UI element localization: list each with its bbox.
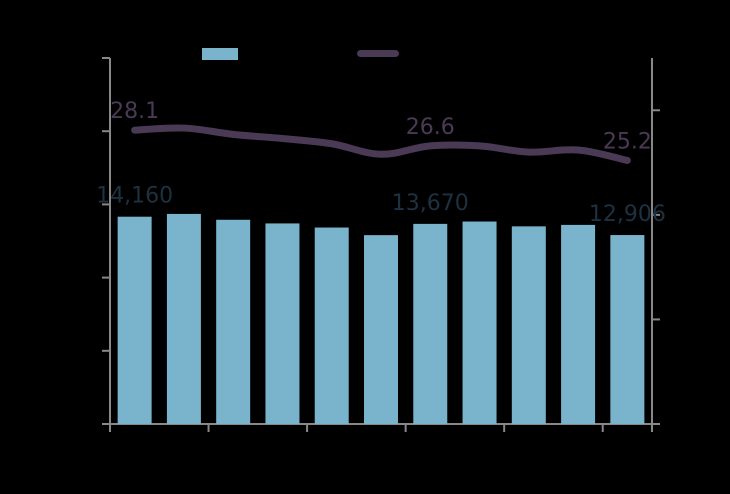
line-value-label-0: 28.1 [110,99,159,124]
bar-2 [216,219,251,424]
bar-3 [265,223,300,424]
line-path [131,124,631,164]
bar-0 [117,216,152,424]
line-value-label-2: 25.2 [603,129,652,154]
data-labels: 14,160 13,670 12,906 28.1 26.6 25.2 [96,99,666,227]
legend-bar-swatch [202,48,238,60]
legend [202,48,399,60]
bar-5 [364,235,398,424]
line-value-label-1: 26.6 [406,115,455,140]
bar-7 [462,221,497,424]
bar-value-label-0: 14,160 [96,184,173,209]
bar-4 [314,227,349,424]
legend-line-swatch [357,50,399,57]
bars [117,213,645,424]
bar-9 [561,224,596,424]
bar-6 [413,223,448,424]
bar-1 [166,213,201,424]
bar-10 [610,235,645,424]
bar-8 [511,226,546,424]
bar-value-label-2: 12,906 [589,202,666,227]
bar-value-label-1: 13,670 [392,191,469,216]
line-series [131,124,631,164]
